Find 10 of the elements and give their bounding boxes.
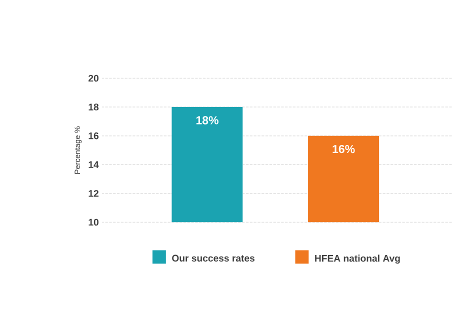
y-tick-label: 10 [88,218,98,226]
y-tick-label: 20 [88,74,98,82]
data-label: 18% [196,116,218,124]
data-label: 16% [332,145,355,154]
y-tick-label: 14 [88,161,99,168]
legend-label: Our success rates [172,254,255,262]
y-tick-label: 18 [88,104,99,110]
y-tick-label: 16 [88,132,99,140]
y-tick-label: 12 [88,190,98,197]
legend-label: HFEA national Avg [315,254,400,264]
